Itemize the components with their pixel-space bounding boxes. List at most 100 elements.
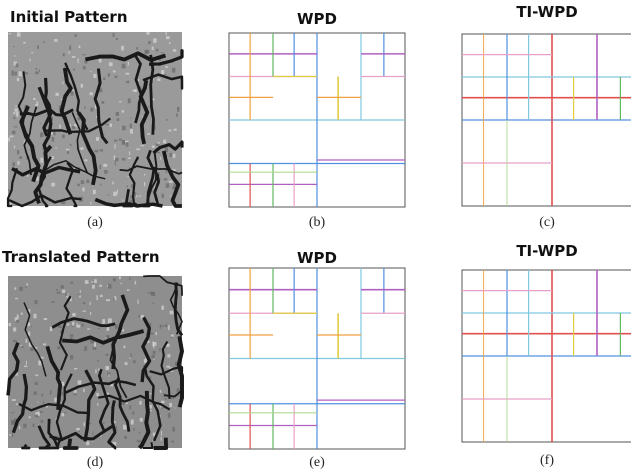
texture-speck — [124, 66, 125, 67]
texture-speck — [146, 32, 149, 35]
texture-speck — [16, 63, 19, 67]
texture-speck — [65, 292, 67, 296]
texture-speck — [56, 289, 58, 290]
texture-speck — [9, 323, 12, 326]
texture-speck — [106, 299, 110, 301]
texture-speck — [121, 283, 122, 285]
texture-speck — [161, 407, 164, 409]
texture-speck — [76, 428, 80, 430]
texture-speck — [83, 302, 86, 304]
texture-speck — [164, 178, 167, 180]
texture-speck — [110, 124, 112, 127]
texture-speck — [63, 53, 65, 56]
texture-speck — [106, 354, 109, 356]
texture-speck — [57, 292, 61, 294]
panel-title: Initial Pattern — [10, 8, 128, 26]
texture-speck — [32, 424, 34, 427]
texture-speck — [173, 49, 176, 52]
panel-title: TI-WPD — [516, 242, 577, 260]
texture-speck — [34, 391, 37, 394]
texture-speck — [161, 52, 163, 53]
texture-speck — [101, 101, 104, 104]
texture-speck — [125, 362, 128, 365]
texture-speck — [122, 64, 126, 69]
texture-speck — [8, 137, 10, 141]
texture-speck — [37, 45, 39, 49]
texture-speck — [112, 181, 113, 184]
texture-speck — [67, 324, 70, 326]
panel-caption: (a) — [87, 215, 103, 230]
texture-speck — [94, 279, 97, 283]
texture-speck — [105, 366, 109, 370]
texture-speck — [166, 170, 167, 173]
texture-speck — [97, 360, 99, 361]
texture-speck — [93, 74, 96, 78]
panel-caption: (d) — [87, 455, 104, 470]
texture-speck — [126, 81, 129, 83]
texture-base — [8, 276, 182, 448]
texture-speck — [123, 345, 125, 348]
texture-speck — [38, 412, 40, 416]
texture-speck — [161, 401, 165, 403]
texture-speck — [72, 126, 75, 129]
texture-speck — [130, 129, 133, 134]
texture-speck — [169, 181, 173, 183]
texture-speck — [40, 411, 43, 413]
texture-speck — [61, 285, 64, 288]
texture-speck — [103, 164, 107, 167]
texture-speck — [54, 39, 57, 42]
texture-speck — [147, 292, 148, 293]
texture-speck — [96, 295, 97, 300]
texture-speck — [35, 382, 38, 385]
texture-speck — [94, 342, 96, 347]
texture-speck — [169, 153, 172, 157]
texture-speck — [8, 189, 10, 191]
texture-speck — [132, 411, 134, 414]
texture-speck — [26, 339, 28, 343]
texture-speck — [115, 144, 116, 149]
texture-speck — [77, 184, 80, 186]
panel-caption: (f) — [540, 453, 554, 468]
figure: Initial Pattern (a) WPD (b) TI-WPD (c) T… — [0, 0, 631, 476]
texture-speck — [96, 137, 99, 141]
texture-speck — [166, 366, 170, 368]
texture-speck — [100, 184, 101, 186]
texture-speck — [129, 405, 131, 409]
texture-speck — [162, 194, 164, 198]
texture-speck — [21, 313, 23, 315]
texture-speck — [113, 70, 116, 72]
texture-speck — [153, 38, 157, 42]
texture-speck — [113, 278, 116, 281]
texture-speck — [17, 78, 20, 81]
texture-speck — [129, 151, 130, 155]
texture-speck — [92, 285, 95, 289]
texture-speck — [90, 71, 91, 72]
texture-speck — [150, 333, 153, 335]
texture-speck — [176, 114, 178, 117]
texture-speck — [23, 424, 26, 428]
texture-speck — [133, 360, 136, 363]
texture-speck — [13, 327, 16, 331]
texture-speck — [83, 54, 86, 55]
texture-speck — [9, 434, 11, 435]
texture-speck — [134, 192, 136, 197]
texture-speck — [138, 79, 139, 81]
texture-speck — [153, 345, 154, 348]
texture-speck — [14, 146, 15, 149]
texture-speck — [77, 325, 80, 328]
texture-speck — [166, 119, 167, 121]
texture-speck — [119, 276, 121, 279]
texture-speck — [108, 73, 110, 76]
texture-speck — [92, 281, 94, 283]
texture-speck — [122, 110, 124, 112]
texture-speck — [119, 101, 122, 102]
texture-speck — [83, 422, 84, 426]
texture-speck — [15, 108, 18, 111]
texture-speck — [156, 144, 160, 146]
texture-speck — [37, 416, 38, 418]
texture-speck — [11, 412, 14, 413]
texture-speck — [172, 68, 175, 73]
texture-speck — [97, 403, 98, 405]
texture-speck — [104, 170, 108, 174]
texture-speck — [84, 159, 87, 161]
